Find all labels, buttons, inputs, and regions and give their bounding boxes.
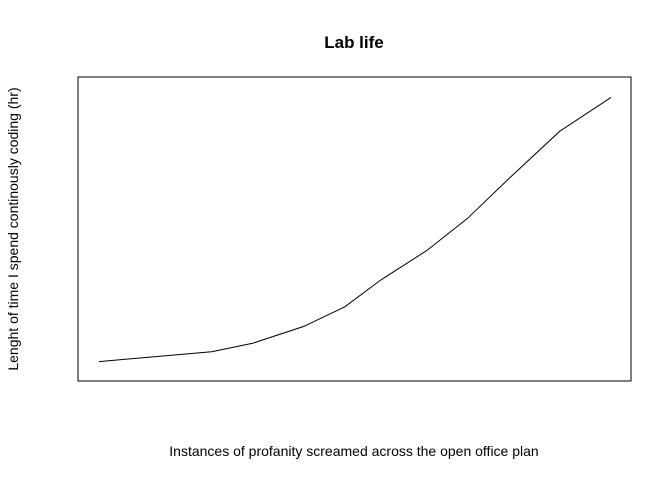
plot-frame — [77, 76, 632, 382]
chart-title: Lab life — [324, 33, 384, 52]
series-line — [98, 96, 612, 363]
x-axis-label: Instances of profanity screamed across t… — [169, 443, 538, 459]
y-axis-label: Lenght of time I spend continously codin… — [5, 87, 21, 370]
